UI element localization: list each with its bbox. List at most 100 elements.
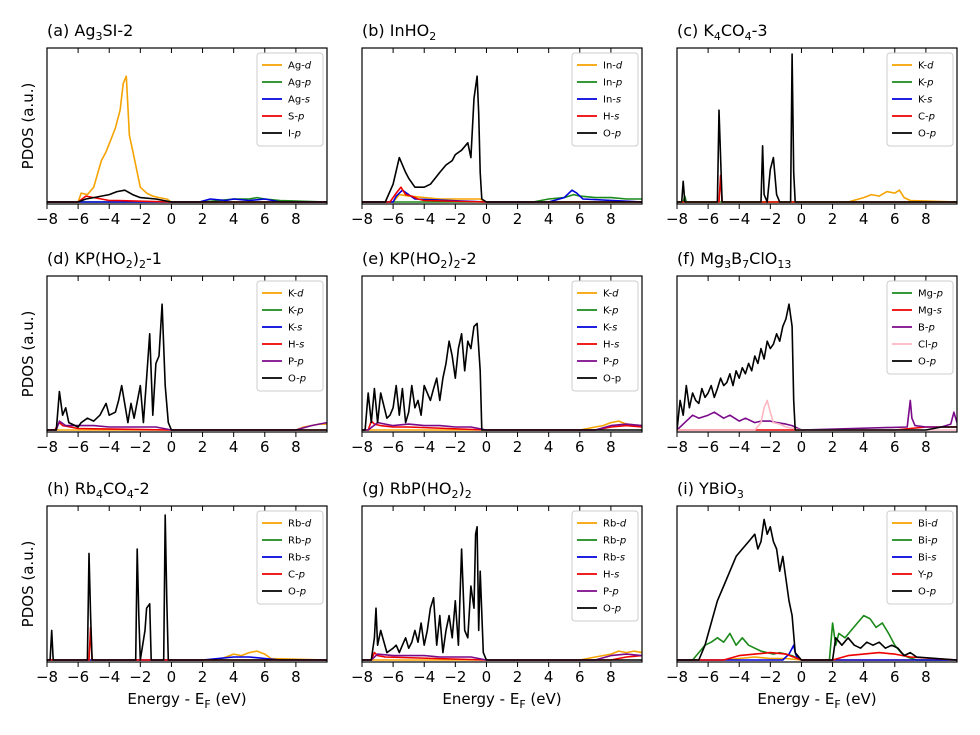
legend-orbital: d: [297, 289, 304, 300]
series-C-p: [47, 626, 327, 661]
x-tick-label: 2: [198, 668, 208, 686]
x-tick-label: −4: [98, 668, 120, 686]
legend-element: O-: [603, 604, 615, 615]
legend-element: O-: [918, 587, 930, 598]
x-tick-label: 0: [167, 438, 177, 456]
axes-frame: [361, 505, 643, 663]
legend-orbital: p: [927, 323, 934, 334]
x-tick-label: 2: [828, 668, 838, 686]
legend-box: [886, 52, 954, 147]
legend-label: Rb-s: [288, 553, 310, 564]
legend-orbital: p: [614, 604, 621, 615]
x-axis-label: Energy - EF (eV): [127, 690, 246, 711]
x-tick-label: 2: [513, 438, 523, 456]
legend-orbital: s: [614, 112, 619, 123]
legend-orbital: p: [929, 587, 936, 598]
x-tick-label: −2: [444, 210, 466, 228]
title-part: (d) KP(HO: [47, 249, 126, 268]
series-group: [362, 525, 642, 661]
title-part: ): [459, 479, 465, 498]
legend-label: O-p: [603, 374, 621, 385]
x-tick-label: −2: [129, 438, 151, 456]
legend-label: Mg-s: [918, 306, 942, 317]
axes-frame: [676, 275, 958, 433]
x-tick-label: 4: [229, 438, 239, 456]
legend-element: O-: [288, 587, 300, 598]
x-tick-label: 4: [859, 210, 869, 228]
legend-label: K-s: [288, 323, 302, 334]
legend: K-dK-pK-sC-pO-p: [886, 52, 954, 147]
title-part: ): [447, 249, 453, 268]
panel-5: (e) KP(HO2)2-2−8 −6 −4 −2 0 2 4 6 8K-dK-pK-sH-sP…: [351, 249, 643, 456]
legend-element: K-: [603, 306, 613, 317]
legend-orbital: p: [304, 536, 311, 547]
x-tick-label: 6: [260, 668, 270, 686]
x-tick-label: −2: [129, 668, 151, 686]
x-tick-label: 8: [921, 668, 931, 686]
x-tick-label: −8: [666, 668, 688, 686]
x-tick-label: 2: [513, 210, 523, 228]
legend-label: O-p: [918, 587, 936, 598]
legend-orbital: d: [927, 61, 934, 72]
legend-element: K-: [603, 323, 613, 334]
legend-element: K-: [918, 61, 928, 72]
title-part: ): [133, 249, 139, 268]
title-subscript: 2: [465, 488, 472, 501]
x-tick-label: 2: [198, 210, 208, 228]
series-O-p: [677, 518, 957, 661]
x-tick-label: −2: [129, 210, 151, 228]
x-tick-label: 6: [890, 210, 900, 228]
legend-element: Bi-: [918, 519, 932, 530]
legend-orbital: p: [611, 587, 618, 598]
legend-label: K-d: [918, 61, 934, 72]
x-tick-label: 8: [291, 668, 301, 686]
legend-orbital: s: [616, 95, 621, 106]
legend-orbital: s: [299, 340, 304, 351]
legend-orbital: p: [611, 357, 618, 368]
series-group: [47, 75, 327, 203]
legend-box: [571, 280, 639, 392]
x-tick-label: −8: [36, 438, 58, 456]
series-O-p: [677, 303, 957, 431]
title-part: -2: [134, 479, 150, 498]
x-tick-label: 4: [544, 210, 554, 228]
series-group: [47, 514, 327, 661]
x-tick-label: 4: [859, 438, 869, 456]
title-part: -1: [146, 249, 162, 268]
legend-element: Rb-: [603, 553, 620, 564]
legend-label: In-p: [603, 78, 622, 89]
x-tick-label: 2: [198, 438, 208, 456]
series-group: [677, 518, 957, 661]
x-tick-label: −8: [351, 438, 373, 456]
legend-orbital: s: [305, 95, 310, 106]
series-P-p: [362, 421, 642, 431]
title-part: (e) KP(HO: [362, 249, 440, 268]
title-subscript: 4: [96, 488, 103, 501]
series-group: [677, 303, 957, 431]
legend: In-dIn-pIn-sH-sO-p: [571, 52, 639, 147]
x-label-sub: F: [519, 698, 525, 711]
x-tick-label: −2: [444, 438, 466, 456]
title-part: CO: [103, 479, 127, 498]
legend-label: O-p: [918, 357, 936, 368]
x-tick-label: 0: [482, 668, 492, 686]
x-tick-label: −8: [351, 210, 373, 228]
x-tick-label: 8: [606, 210, 616, 228]
x-axis-label: Energy - EF (eV): [757, 690, 876, 711]
x-tick-label: 0: [482, 438, 492, 456]
legend-label: Rb-p: [603, 536, 626, 547]
legend-orbital: d: [612, 289, 619, 300]
x-tick-label: −8: [36, 210, 58, 228]
legend-box: [571, 510, 639, 622]
series-Ag-d: [47, 75, 327, 203]
legend-orbital: s: [620, 553, 625, 564]
legend-orbital: p: [926, 78, 933, 89]
legend-element: Ag-: [288, 95, 305, 106]
legend-orbital: p: [619, 536, 626, 547]
title-subscript: 2: [440, 258, 447, 271]
legend-label: H-s: [288, 340, 304, 351]
legend-label: Mg-p: [918, 289, 943, 300]
x-tick-label: 8: [606, 668, 616, 686]
series-O-p: [362, 75, 642, 203]
legend-element: In-: [603, 78, 616, 89]
